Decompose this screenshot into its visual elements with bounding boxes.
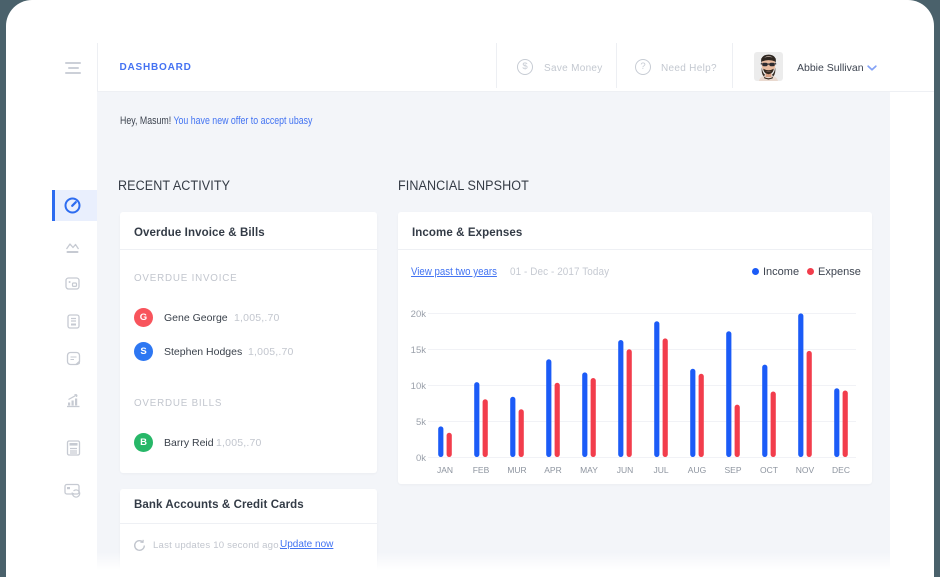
svg-text:SEP: SEP <box>724 465 741 475</box>
svg-text:DEC: DEC <box>832 465 850 475</box>
svg-text:NOV: NOV <box>796 465 815 475</box>
svg-text:MAY: MAY <box>580 465 598 475</box>
svg-text:AUG: AUG <box>688 465 706 475</box>
svg-text:APR: APR <box>544 465 561 475</box>
svg-text:JUL: JUL <box>653 465 668 475</box>
svg-text:15k: 15k <box>411 345 427 356</box>
svg-text:OCT: OCT <box>760 465 778 475</box>
svg-text:JAN: JAN <box>437 465 453 475</box>
svg-text:10k: 10k <box>411 381 427 392</box>
svg-text:0k: 0k <box>416 453 426 464</box>
svg-text:20k: 20k <box>411 309 427 320</box>
svg-text:MUR: MUR <box>507 465 526 475</box>
svg-text:FEB: FEB <box>473 465 490 475</box>
svg-text:5k: 5k <box>416 417 426 428</box>
svg-text:JUN: JUN <box>617 465 634 475</box>
